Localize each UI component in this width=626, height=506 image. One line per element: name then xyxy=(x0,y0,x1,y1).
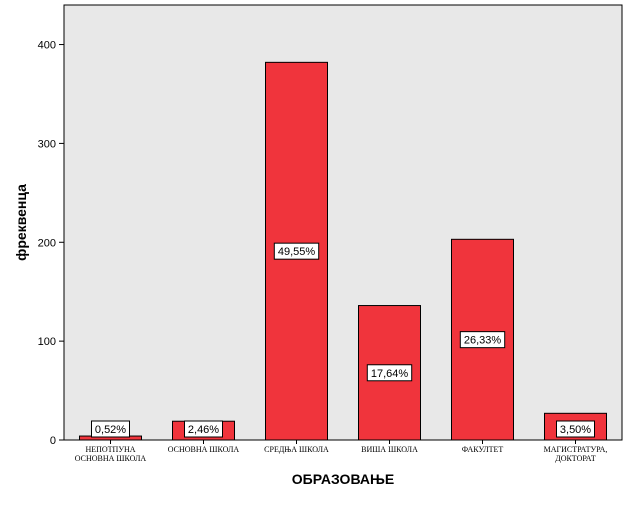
data-label-box xyxy=(184,420,223,438)
data-label: 17,64% xyxy=(371,368,409,380)
data-label-box xyxy=(366,364,413,382)
x-tick-label-line: ДОКТОРАТ xyxy=(555,454,596,463)
data-label-box xyxy=(459,331,506,349)
data-labels: 0,52% 2,46% 49,55% 17,64% 26,33% 3,50% xyxy=(91,242,595,438)
data-label: 0,52% xyxy=(95,424,126,436)
y-axis: 0 100 200 300 400 xyxy=(38,40,64,447)
x-tick-label-line: ФАКУЛТЕТ xyxy=(462,445,504,454)
data-label: 3,50% xyxy=(560,424,591,436)
x-tick-label-line: СРЕДЊА ШКОЛА xyxy=(264,445,329,454)
x-axis-title: ОБРАЗОВАЊЕ xyxy=(292,471,394,487)
x-tick-label: ОСНОВНА ШКОЛА xyxy=(168,445,240,454)
plot-area xyxy=(63,4,623,441)
y-axis-title: фреквенца xyxy=(13,184,29,261)
y-tick-label: 0 xyxy=(50,435,56,447)
x-tick-label-line: ОСНОВНА ШКОЛА xyxy=(75,454,147,463)
data-label-box xyxy=(91,420,130,438)
x-tick-label-line: НЕПОТПУНА xyxy=(85,445,135,454)
x-tick-label: ФАКУЛТЕТ xyxy=(462,445,504,454)
data-label: 49,55% xyxy=(278,246,316,258)
x-tick-label: ВИША ШКОЛА xyxy=(361,445,418,454)
data-label-box xyxy=(273,242,320,260)
x-tick-label: СРЕДЊА ШКОЛА xyxy=(264,445,329,454)
y-tick-label: 300 xyxy=(38,138,56,150)
x-tick-label: НЕПОТПУНА ОСНОВНА ШКОЛА xyxy=(75,445,147,463)
x-tick-label-line: ОСНОВНА ШКОЛА xyxy=(168,445,240,454)
x-tick-label-line: ВИША ШКОЛА xyxy=(361,445,418,454)
y-tick-label: 200 xyxy=(38,237,56,249)
data-label: 26,33% xyxy=(464,335,502,347)
y-tick-label: 400 xyxy=(38,40,56,52)
data-label: 2,46% xyxy=(188,424,219,436)
y-tick-label: 100 xyxy=(38,336,56,348)
data-label-box xyxy=(556,420,595,438)
x-tick-label: МАГИСТРАТУРА, ДОКТОРАТ xyxy=(544,445,608,463)
x-tick-label-line: МАГИСТРАТУРА, xyxy=(544,445,608,454)
